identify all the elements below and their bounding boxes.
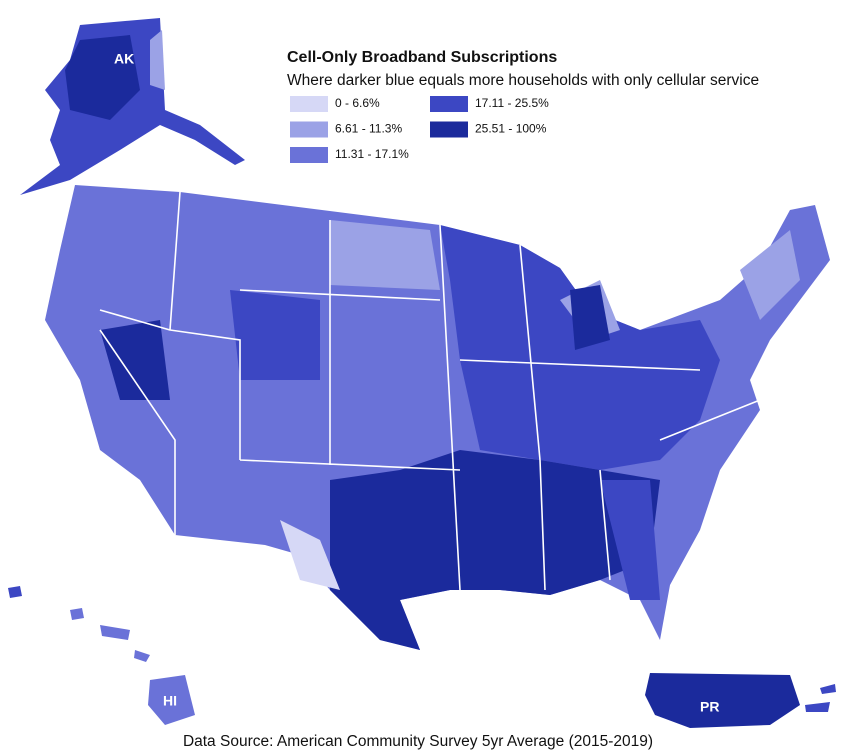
legend-swatch [290, 147, 328, 163]
region [70, 608, 150, 662]
legend-label: 25.51 - 100% [475, 122, 547, 136]
legend-label: 17.11 - 25.5% [475, 96, 549, 110]
legend: 0 - 6.6% 6.61 - 11.3% 11.31 - 17.1% 17.11 -… [290, 96, 549, 163]
region [330, 220, 440, 290]
region [20, 18, 245, 195]
source-note: Data Source: American Community Survey 5… [183, 733, 653, 750]
legend-swatch [430, 96, 468, 112]
map-title: Cell-Only Broadband Subscriptions [287, 49, 557, 66]
region [8, 586, 22, 598]
map-subtitle: Where darker blue equals more households… [287, 72, 759, 89]
region-label: HI [163, 693, 177, 709]
legend-swatch [290, 121, 328, 138]
legend-swatch [430, 121, 468, 138]
legend-label: 11.31 - 17.1% [335, 147, 409, 161]
map-shapes [8, 18, 836, 728]
region [65, 35, 140, 120]
region [645, 673, 800, 728]
region-label: AK [114, 51, 134, 67]
region [230, 290, 320, 380]
region [740, 230, 800, 320]
region [280, 520, 340, 590]
region [330, 450, 660, 650]
legend-label: 6.61 - 11.3% [335, 122, 402, 136]
region-label: PR [700, 699, 719, 715]
legend-label: 0 - 6.6% [335, 96, 380, 110]
state-border [99, 191, 761, 591]
region [570, 285, 610, 350]
region [600, 480, 660, 600]
legend-swatch [290, 96, 328, 112]
region [100, 320, 170, 400]
region [148, 675, 195, 725]
region [805, 684, 836, 712]
region [150, 30, 165, 90]
